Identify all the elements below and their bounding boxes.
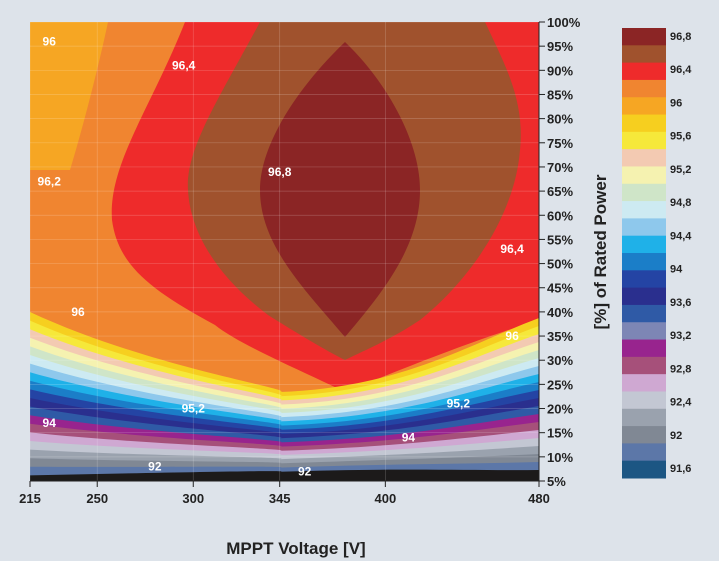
y-tick-label-19: 5%	[547, 474, 566, 489]
lower-efficiency-bands	[30, 312, 539, 481]
contour-label-4: 96,4	[500, 242, 524, 256]
legend-swatch-9	[622, 183, 666, 202]
legend-label-12: 92	[670, 430, 682, 442]
contour-label-2: 96,2	[38, 174, 62, 188]
legend-swatch-2	[622, 62, 666, 81]
legend-label-4: 95,2	[670, 164, 691, 176]
x-axis-title: MPPT Voltage [V]	[226, 539, 365, 558]
contour-label-1: 96,4	[172, 58, 196, 72]
y-tick-label-16: 20%	[547, 402, 573, 417]
y-tick-label-8: 60%	[547, 208, 573, 223]
legend-label-1: 96,4	[670, 64, 692, 76]
contour-band-low-19	[30, 469, 539, 481]
y-tick-label-1: 95%	[547, 39, 573, 54]
x-tick-label-4: 400	[374, 491, 396, 506]
y-tick-label-18: 10%	[547, 450, 573, 465]
legend-swatch-1	[622, 45, 666, 64]
x-tick-label-3: 345	[269, 491, 291, 506]
y-tick-label-6: 70%	[547, 160, 573, 175]
y-tick-label-11: 45%	[547, 281, 573, 296]
legend-label-6: 94,4	[670, 230, 692, 242]
legend-swatch-23	[622, 426, 666, 444]
legend-swatch-3	[622, 79, 666, 98]
y-tick-label-5: 75%	[547, 136, 573, 151]
color-legend: 96,8 96,4 96 95,6 95,2 94,8 94,4 94 93,6 93,2 92,8…	[622, 28, 692, 479]
legend-label-9: 93,2	[670, 330, 691, 342]
legend-swatch-8	[622, 166, 666, 185]
y-tick-label-14: 30%	[547, 353, 573, 368]
contour-label-0: 96	[43, 34, 57, 48]
legend-swatch-11	[622, 218, 666, 237]
contour-label-9: 94	[43, 416, 57, 430]
contour-label-3: 96,8	[268, 165, 292, 179]
x-tick-label-1: 250	[86, 491, 108, 506]
legend-swatch-14	[622, 270, 666, 289]
legend-label-8: 93,6	[670, 297, 691, 309]
legend-swatch-24	[622, 443, 666, 462]
legend-swatch-6	[622, 131, 666, 150]
legend-label-7: 94	[670, 264, 683, 276]
legend-swatch-4	[622, 97, 666, 116]
contour-label-12: 92	[298, 464, 312, 478]
y-axis-title: [%] of Rated Power	[591, 174, 610, 329]
y-tick-label-13: 35%	[547, 329, 573, 344]
y-tick-label-7: 65%	[547, 184, 573, 199]
legend-swatch-15	[622, 287, 666, 306]
legend-label-13: 91,6	[670, 463, 691, 475]
legend-swatch-20	[622, 374, 666, 392]
y-tick-label-2: 90%	[547, 63, 573, 78]
legend-swatch-12	[622, 235, 666, 254]
legend-label-0: 96,8	[670, 31, 691, 43]
x-tick-label-0: 215	[19, 491, 41, 506]
y-tick-label-9: 55%	[547, 232, 573, 247]
x-tick-label-5: 480	[528, 491, 550, 506]
legend-label-5: 94,8	[670, 197, 691, 209]
contour-band-96-left	[30, 22, 108, 170]
y-tick-label-15: 25%	[547, 377, 573, 392]
y-tick-label-4: 80%	[547, 112, 573, 127]
contour-label-11: 92	[148, 460, 162, 474]
legend-swatch-17	[622, 322, 666, 341]
legend-swatch-7	[622, 149, 666, 167]
legend-swatch-10	[622, 201, 666, 219]
contour-plot-area	[30, 22, 539, 481]
y-tick-label-3: 85%	[547, 87, 573, 102]
legend-swatch-21	[622, 391, 666, 410]
legend-swatch-13	[622, 253, 666, 271]
y-tick-label-10: 50%	[547, 257, 573, 272]
legend-swatch-25	[622, 460, 666, 479]
y-tick-label-17: 15%	[547, 426, 573, 441]
legend-swatch-0	[622, 28, 666, 46]
legend-swatch-19	[622, 356, 666, 375]
contour-label-10: 94	[402, 431, 416, 445]
y-tick-label-0: 100%	[547, 15, 581, 30]
y-axis-ticks: 100% 95% 90% 85% 80% 75% 70% 65% 60% 55% 50% 45% 40%…	[539, 15, 581, 489]
contour-band-96-8	[260, 42, 420, 337]
contour-label-6: 96	[505, 329, 519, 343]
legend-swatch-16	[622, 304, 666, 323]
grid-lines	[30, 22, 539, 481]
contour-labels: 96 96,4 96,2 96,8 96,4 96 96 95,2 95,2 94 94 92 92	[38, 34, 525, 478]
y-tick-label-12: 40%	[547, 305, 573, 320]
legend-label-10: 92,8	[670, 363, 691, 375]
legend-swatch-5	[622, 114, 666, 133]
legend-label-3: 95,6	[670, 131, 691, 143]
contour-label-8: 95,2	[447, 397, 471, 411]
legend-label-2: 96	[670, 97, 682, 109]
x-axis-ticks: 215 250 300 345 400 480	[19, 481, 550, 506]
contour-label-7: 95,2	[182, 402, 206, 416]
legend-swatch-22	[622, 408, 666, 427]
legend-label-11: 92,4	[670, 397, 692, 409]
legend-swatch-18	[622, 339, 666, 358]
contour-label-5: 96	[71, 305, 85, 319]
x-tick-label-2: 300	[182, 491, 204, 506]
